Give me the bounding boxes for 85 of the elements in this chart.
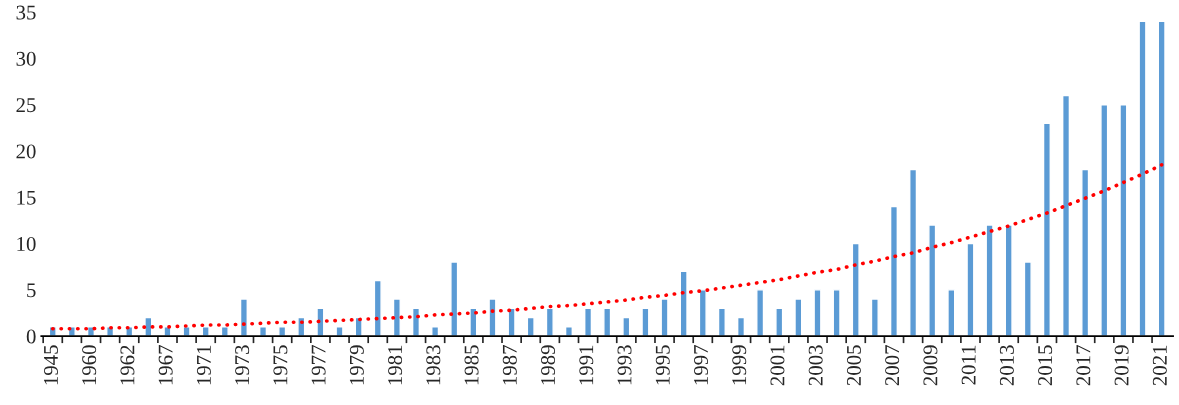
x-tick-label: 2017 <box>1076 345 1091 386</box>
x-tick-label: 1991 <box>579 345 594 385</box>
bar <box>813 289 822 337</box>
bar <box>928 224 937 337</box>
y-tick-label: 0 <box>26 329 36 344</box>
bar <box>564 326 573 337</box>
bar <box>545 307 554 337</box>
bar <box>947 289 956 337</box>
bar <box>966 242 975 337</box>
bar <box>335 326 344 337</box>
x-tick-label: 1977 <box>311 345 326 385</box>
bar <box>507 307 516 337</box>
x-tick-label: 1962 <box>120 345 135 385</box>
bar <box>794 298 803 337</box>
bar <box>870 298 879 337</box>
bar <box>1061 94 1071 337</box>
bar <box>1042 122 1051 337</box>
bar <box>450 261 459 337</box>
bar <box>526 316 535 337</box>
x-tick-label: 1975 <box>273 345 288 385</box>
bar <box>603 307 612 337</box>
x-tick-label: 1960 <box>82 345 97 385</box>
bar <box>909 168 918 337</box>
y-tick-label: 20 <box>16 144 36 159</box>
bar <box>469 307 478 337</box>
x-tick-label: 1993 <box>617 345 632 385</box>
bar <box>1004 224 1013 337</box>
x-tick-label: 2007 <box>885 345 900 386</box>
bar <box>889 205 899 337</box>
x-tick-label: 1945 <box>43 345 58 385</box>
bar <box>431 326 440 337</box>
bar <box>756 289 765 337</box>
bar <box>985 224 994 337</box>
bar <box>851 242 860 337</box>
x-tick-label: 2015 <box>1038 345 1053 386</box>
x-tick-label: 1973 <box>235 345 250 385</box>
bar <box>679 270 688 337</box>
bar <box>1100 104 1109 337</box>
y-tick-label: 5 <box>27 283 36 298</box>
bar <box>1119 104 1128 337</box>
bar <box>239 298 248 337</box>
x-tick-label: 2011 <box>961 345 976 385</box>
y-tick-label: 10 <box>17 236 36 252</box>
x-tick-label: 2013 <box>999 345 1014 386</box>
x-tick-label: 1971 <box>196 345 211 385</box>
line-series <box>50 163 1164 331</box>
bar <box>1157 20 1166 337</box>
x-tick-label: 2001 <box>770 345 785 386</box>
bar <box>717 307 726 337</box>
y-tick-label: 30 <box>16 51 36 66</box>
bar <box>1138 20 1147 337</box>
x-tick-label: 1967 <box>158 345 173 385</box>
bar <box>775 307 784 337</box>
bar <box>1023 261 1032 337</box>
x-tick-label: 1997 <box>693 345 708 385</box>
bar <box>259 326 268 337</box>
bar <box>622 316 631 337</box>
x-tick-label: 2003 <box>808 345 823 386</box>
x-tick-label: 1999 <box>732 345 747 385</box>
bar <box>278 326 287 337</box>
bar <box>488 298 497 337</box>
bar <box>660 298 669 337</box>
x-tick-label: 1979 <box>349 345 364 385</box>
x-tick-label: 1985 <box>464 345 479 385</box>
bar <box>1081 168 1090 337</box>
bar <box>373 279 382 337</box>
bar <box>698 289 707 337</box>
y-tick-label: 25 <box>16 98 36 113</box>
bar <box>832 289 841 337</box>
x-tick-label: 1981 <box>388 345 403 385</box>
y-tick-label: 35 <box>16 5 36 20</box>
x-tick-label: 1987 <box>502 345 517 385</box>
x-tick-label: 2021 <box>1152 345 1167 386</box>
y-tick-label: 15 <box>17 190 36 205</box>
x-tick-label: 1995 <box>655 345 670 385</box>
x-tick-label: 2019 <box>1114 345 1129 386</box>
bar <box>316 307 325 337</box>
x-tick-label: 1983 <box>426 345 441 385</box>
bar <box>584 307 593 337</box>
x-tick-label: 2009 <box>923 345 938 386</box>
bar <box>736 316 746 337</box>
x-tick-label: 1989 <box>540 345 556 385</box>
x-tick-label: 2005 <box>846 345 861 386</box>
bar <box>641 307 650 337</box>
bar <box>392 298 401 337</box>
